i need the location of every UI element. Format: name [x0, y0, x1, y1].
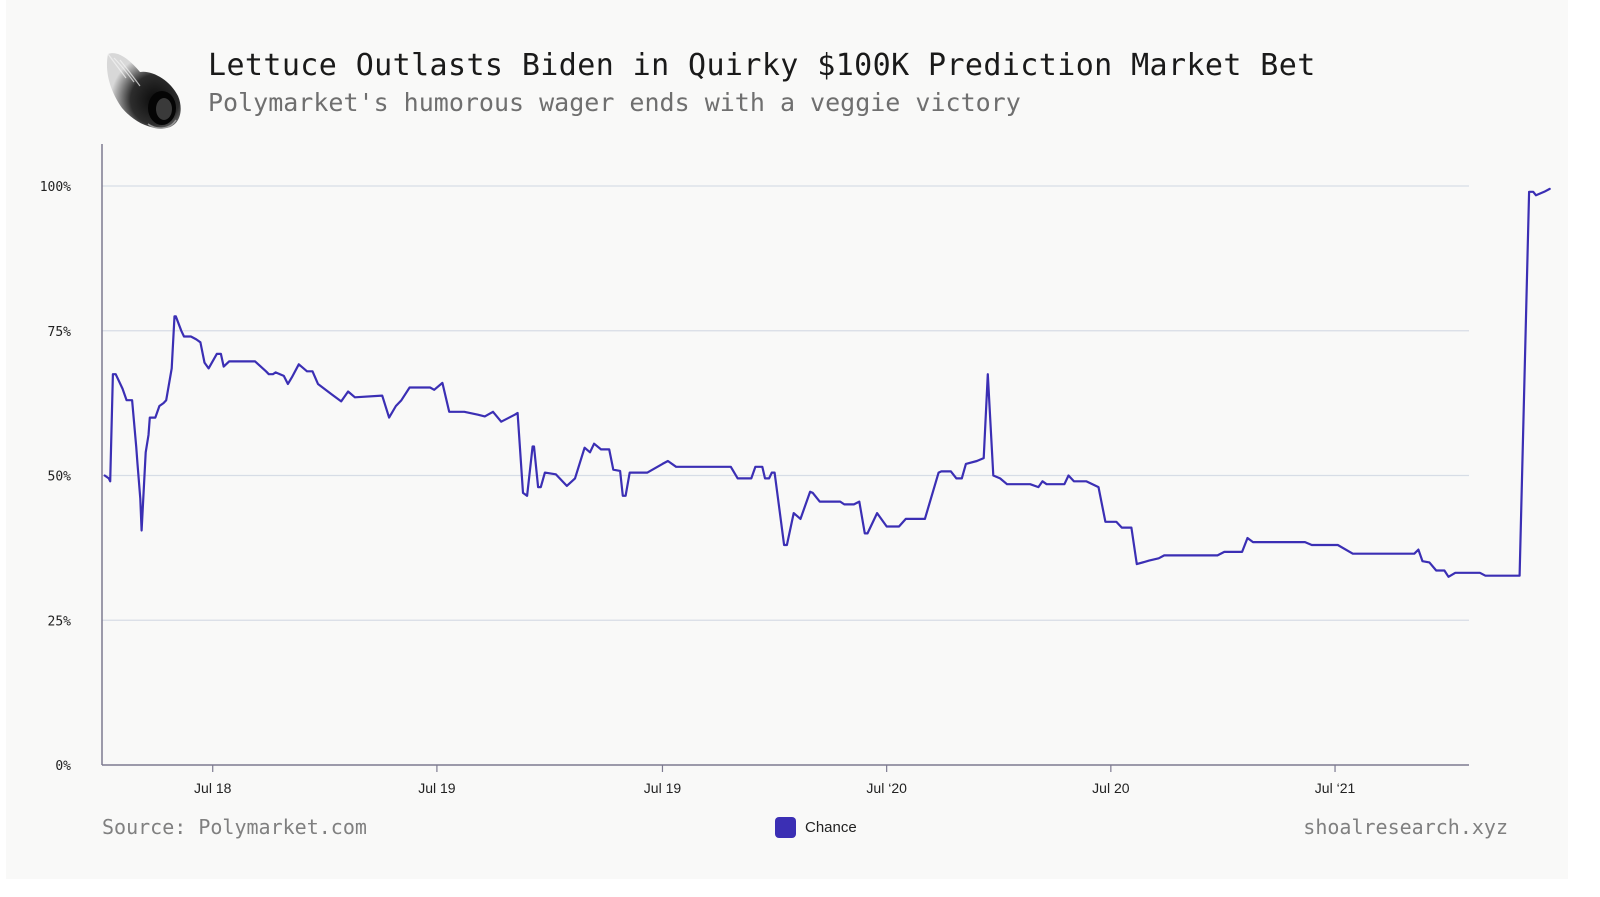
source-note: Source: Polymarket.com: [102, 815, 367, 839]
y-tick-label: 100%: [40, 180, 71, 195]
x-tick-label: Jul ‘21: [1315, 780, 1356, 796]
y-tick-label: 25%: [48, 614, 72, 629]
legend: Chance: [775, 817, 857, 838]
site-credit: shoalresearch.xyz: [1303, 815, 1508, 839]
x-tick-label: Jul 20: [1092, 780, 1130, 796]
x-tick-label: Jul ‘20: [866, 780, 907, 796]
y-tick-label: 75%: [48, 325, 72, 340]
chart-title: Lettuce Outlasts Biden in Quirky $100K P…: [208, 48, 1316, 83]
y-tick-label: 0%: [55, 759, 71, 774]
axes: [101, 144, 1469, 766]
y-tick-label: 50%: [48, 470, 72, 485]
gridlines: [102, 185, 1469, 621]
series-line-chance: [103, 187, 1551, 578]
y-axis-ticks: 0% 25% 50% 75% 100%: [40, 180, 71, 774]
legend-swatch-chance: [775, 817, 796, 838]
x-tick-label: Jul 19: [418, 780, 456, 796]
x-tick-label: Jul 19: [644, 780, 682, 796]
legend-label-chance: Chance: [805, 819, 857, 836]
chart-card: [6, 0, 1568, 879]
series-layer: [103, 187, 1551, 578]
x-tick-label: Jul 18: [194, 780, 232, 796]
chart-subtitle: Polymarket's humorous wager ends with a …: [208, 88, 1021, 117]
x-axis-ticks: Jul 18 Jul 19 Jul 19 Jul ‘20 Jul 20 Jul ‘21: [194, 765, 1355, 796]
seashell-icon: [100, 48, 184, 132]
